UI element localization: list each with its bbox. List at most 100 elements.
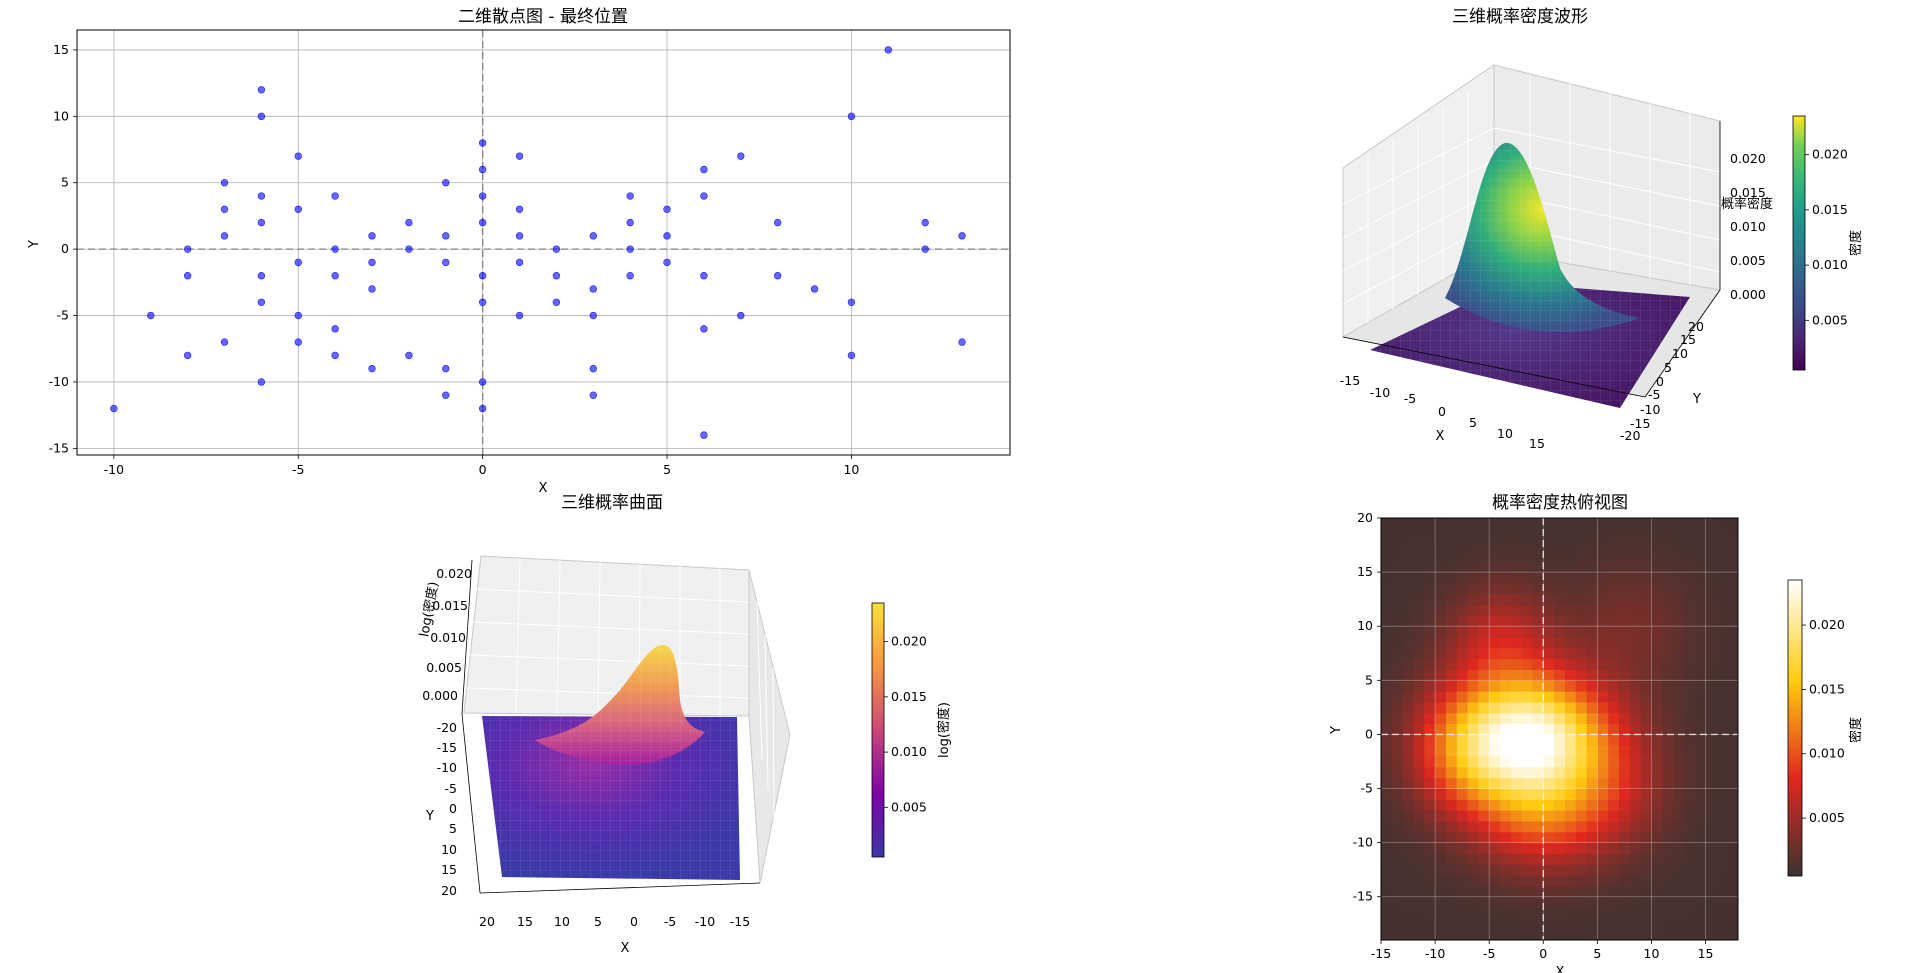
heatmap-cell [1727,875,1738,887]
heatmap-cell [1456,929,1469,940]
heatmap-cell [1597,929,1609,940]
heatmap-cell [1629,896,1642,909]
heatmap-cell [1683,615,1696,627]
heatmap-cell [1532,626,1544,638]
heatmap-cell [1575,907,1588,919]
heatmap-cell [1683,734,1696,746]
heatmap-cell [1640,561,1652,573]
heatmap-cell [1510,593,1523,606]
heatmap-cell [1640,582,1652,595]
scatter-point [589,391,597,399]
heatmap-cell [1445,637,1458,649]
heatmap-cell [1489,788,1501,800]
heatmap-cell [1489,561,1501,573]
heatmap-cell [1381,810,1393,822]
heatmap-cell [1705,550,1717,562]
heatmap-cell [1500,756,1512,768]
plasma-side-pane [748,569,791,884]
heatmap-cell [1586,539,1598,551]
heatmap-cell [1597,561,1609,573]
heatmap-cell [1435,637,1447,649]
scatter-point [147,311,155,320]
scatter-xlabel: X [539,481,548,496]
heatmap-cell [1478,723,1490,735]
heatmap-cell [1554,820,1566,833]
heatmap-cell [1510,561,1523,573]
heatmap-cell [1716,680,1728,692]
heatmap-cell [1694,799,1707,811]
heatmap-cell [1402,918,1414,930]
heatmap-cell [1694,723,1707,735]
scatter-point [663,258,671,267]
heatmap-cell [1597,539,1609,551]
heatmap-cell [1381,756,1393,768]
scatter-xtick-label: 0 [479,462,487,477]
heatmap-cell [1478,626,1490,638]
heatmap-cell [1716,582,1728,595]
heatmap-cell [1391,875,1404,887]
heatmap-cell [1445,723,1458,735]
heatmap-cell [1381,766,1393,779]
heatmap-cell [1456,518,1469,530]
heatmap-cell [1619,712,1631,725]
heatmap-cell [1478,637,1490,649]
heatmap-cell [1402,777,1414,790]
viridis-xtick-label: 0 [1438,404,1446,419]
heatmap-cell [1586,853,1598,865]
heatmap-cell [1564,810,1577,822]
heatmap-cell [1564,885,1577,898]
plasma-ytick-label: 0 [449,801,457,816]
heatmap-cell [1391,864,1404,876]
heatmap-cell [1640,875,1652,887]
heatmap-cell [1381,907,1393,919]
heatmap-cell [1640,669,1652,681]
heatmap-cell [1489,691,1501,703]
heatmap-cell [1651,680,1663,692]
heatmap-cell [1608,734,1620,746]
heatmap-cell [1424,691,1436,703]
heatmap-cell [1575,701,1588,714]
heatmap-cell [1575,864,1588,876]
heatmap-cell [1608,896,1620,909]
heatmap-cell [1402,734,1414,746]
heatmap-cell [1662,691,1674,703]
heatmap-cell [1673,723,1685,735]
scatter-point [368,285,376,293]
heatmap-cell [1694,528,1707,541]
heatmap-cell [1445,582,1458,595]
heatmap-cell [1651,528,1663,541]
heatmap-cell [1500,582,1512,595]
heatmap-cell [1586,528,1598,541]
heatmap-cell [1424,626,1436,638]
heatmap-cell [1500,918,1512,930]
heatmap-cell [1435,572,1447,584]
scatter-point [220,232,229,240]
heatmap-cell [1629,907,1642,919]
heatmap-cell [1619,864,1631,876]
heatmap-cell [1673,680,1685,692]
heatmap-cell [1510,604,1523,616]
heatmap-cell [1716,723,1728,735]
heatmap-cell [1456,734,1469,746]
heatmap-cell [1554,658,1566,670]
heatmap-cell [1445,518,1458,530]
heatmap-cell [1683,637,1696,649]
heatmap-cell [1500,658,1512,670]
heatmap-cell [1629,929,1642,940]
heatmap-cell [1662,593,1674,606]
heatmap-cell [1564,907,1577,919]
heatmap-cell [1435,658,1447,670]
heatmap-cell [1435,929,1447,940]
heatmap-cell [1413,766,1425,779]
heatmap-cell [1608,550,1620,562]
heatmap-cell [1694,615,1707,627]
heatmap-cell [1424,875,1436,887]
scatter-xtick-label: -5 [292,462,304,477]
heatmap-cell [1500,669,1512,681]
heatmap-cell [1435,918,1447,930]
heatmap-cell [1597,712,1609,725]
heatmap-cell [1521,647,1533,660]
viridis-xaxis [1342,336,1646,398]
heatmap-cell [1554,528,1566,541]
heatmap-cell [1510,734,1523,746]
